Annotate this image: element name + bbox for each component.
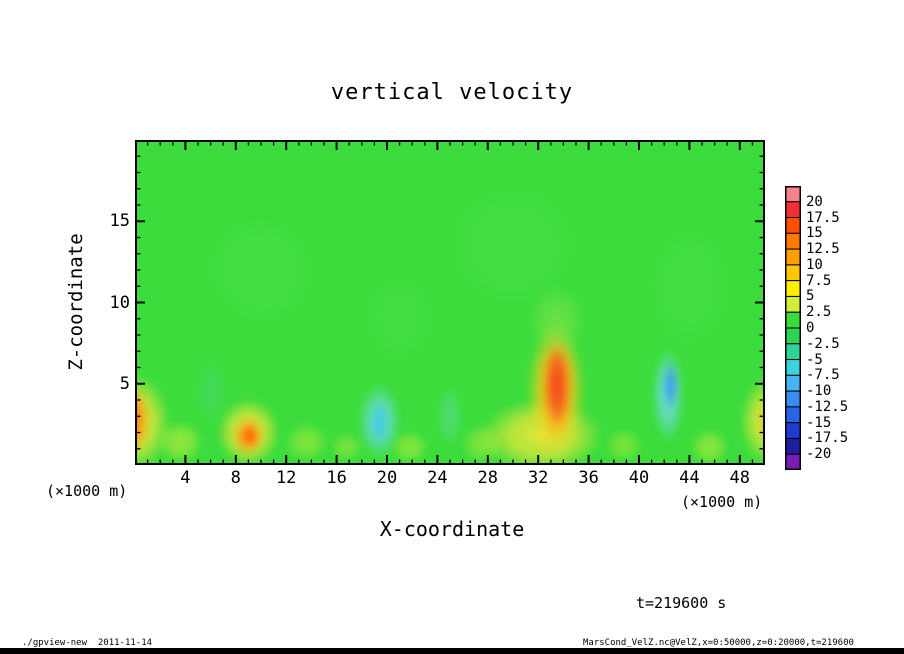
x-tick-label: 44: [679, 468, 700, 488]
colorbar-segment: [785, 453, 801, 470]
x-tick-label: 8: [230, 468, 241, 488]
colorbar-label: -12.5: [806, 398, 849, 415]
colorbar-label: 0: [806, 320, 815, 336]
colorbar-segment: [785, 437, 801, 455]
colorbar-segment: [785, 264, 801, 282]
chart-title: vertical velocity: [330, 80, 574, 105]
colorbar-segment: [785, 280, 801, 297]
colorbar-label: 5: [806, 288, 815, 305]
colorbar-segment: [785, 359, 801, 376]
colorbar-segment: [785, 201, 801, 219]
colorbar-segment: [785, 248, 801, 266]
colorbar-label: -2.5: [806, 335, 840, 352]
colorbar-label: 2.5: [806, 304, 832, 321]
x-unit-label: (×1000 m): [681, 493, 763, 511]
colorbar-label: 12.5: [806, 241, 840, 258]
x-tick-label: 28: [477, 468, 499, 488]
colorbar-segment: [785, 327, 801, 345]
x-tick-label: 16: [326, 468, 347, 488]
plot-frame: [135, 140, 765, 465]
colorbar-label: 7.5: [806, 272, 832, 289]
colorbar-segment: [785, 374, 801, 392]
colorbar-label: -17.5: [806, 430, 849, 447]
z-axis-title: Z-coordinate: [65, 233, 87, 371]
x-axis-title: X-coordinate: [379, 517, 525, 541]
colorbar-label: 10: [806, 256, 823, 273]
colorbar-frame: [785, 186, 801, 470]
colorbar-segment: [785, 217, 801, 234]
x-tick-label: 12: [275, 468, 297, 488]
colorbar-label: 20: [806, 193, 823, 210]
colorbar-label: -10: [806, 383, 832, 400]
x-tick-label: 40: [628, 468, 650, 488]
colorbar-label: 15: [806, 225, 823, 242]
x-tick-label: 32: [527, 468, 549, 488]
z-unit-label: (×1000 m): [46, 482, 128, 500]
colorbar-segment: [785, 186, 801, 203]
x-tick-label: 20: [376, 468, 398, 488]
z-tick-label: 15: [109, 211, 130, 232]
colorbar-segment: [785, 232, 801, 250]
x-tick-label: 48: [729, 468, 751, 488]
footer-command: ./gpview-new 2011-11-14: [22, 638, 153, 648]
colorbar-segment: [785, 295, 801, 313]
colorbar-label: -20: [806, 446, 832, 463]
heatmap-blobs: [135, 180, 765, 465]
colorbar-segment: [785, 406, 801, 424]
colorbar-label: 17.5: [806, 209, 840, 226]
bottom-bar: [0, 648, 904, 654]
z-tick-label: 10: [109, 292, 130, 313]
footer-dataset: MarsCond_VelZ.nc@VelZ,x=0:50000,z=0:2000…: [583, 638, 854, 648]
colorbar-label: -5: [806, 351, 823, 368]
colorbar-label: -7.5: [806, 367, 840, 384]
colorbar-label: -15: [806, 414, 832, 431]
colorbar: [785, 186, 801, 470]
colorbar-segment: [785, 311, 801, 329]
x-tick-label: 24: [427, 468, 448, 488]
time-annotation: t=219600 s: [636, 594, 727, 612]
colorbar-segment: [785, 422, 801, 439]
heatmap-plot: [135, 140, 765, 465]
colorbar-segment: [785, 343, 801, 361]
z-tick-label: 5: [119, 373, 130, 394]
colorbar-segment: [785, 390, 801, 408]
x-tick-label: 36: [578, 468, 599, 488]
x-tick-label: 4: [180, 468, 191, 488]
